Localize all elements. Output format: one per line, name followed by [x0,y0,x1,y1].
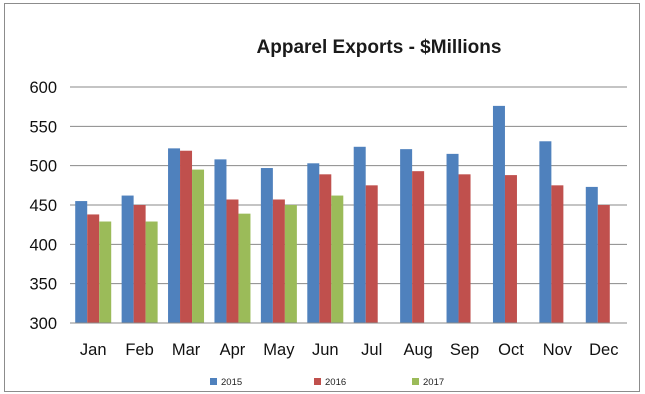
legend-label-2016: 2016 [325,377,346,388]
bar-2017-mar [192,169,205,323]
bar-2016-jun [319,174,332,323]
bar-2015-jun [307,163,320,323]
bar-2015-aug [400,149,413,323]
legend-swatch-2016 [314,378,321,385]
bar-2016-nov [551,185,564,323]
x-tick-label: May [263,341,295,359]
y-tick-label: 400 [29,236,57,254]
bar-2015-oct [492,105,505,323]
bar-2015-may [260,168,273,323]
gridlines [70,86,627,285]
bar-2015-dec [585,186,598,323]
x-tick-label: Feb [125,341,153,359]
bar-2015-apr [214,159,227,323]
bar-2017-apr [238,213,251,323]
legend-swatch-2015 [210,378,217,385]
legend: 2015 2016 2017 [210,377,444,388]
bar-2016-oct [504,175,517,323]
bar-2017-may [284,205,297,323]
bar-2016-apr [226,199,239,323]
bar-2017-jun [331,195,344,323]
bars [75,105,610,323]
x-tick-label: Jan [80,341,107,359]
bar-2017-jan [99,221,112,323]
y-tick-label: 500 [29,158,57,176]
x-axis-ticks: Jan Feb Mar Apr May Jun Jul Aug Sep Oct Nov Dec [80,341,619,359]
bar-2016-aug [412,171,425,323]
x-tick-label: Mar [172,341,201,359]
x-tick-label: Apr [220,341,246,359]
x-tick-label: Dec [589,341,618,359]
legend-label-2017: 2017 [423,377,444,388]
y-tick-label: 300 [29,315,57,333]
y-tick-label: 600 [29,79,57,97]
bar-2016-feb [133,205,146,323]
y-tick-label: 550 [29,118,57,136]
x-tick-label: Jun [312,341,339,359]
x-tick-label: Aug [403,341,432,359]
legend-label-2015: 2015 [221,377,242,388]
x-tick-label: Nov [543,341,573,359]
bar-2015-mar [168,148,181,323]
x-tick-label: Oct [498,341,524,359]
bar-2017-feb [145,221,158,323]
bar-2016-dec [597,205,610,323]
chart-title: Apparel Exports - $Millions [257,37,502,58]
bar-2016-sep [458,174,471,323]
bar-2016-jul [365,185,378,323]
bar-2016-may [272,199,285,323]
bar-2016-mar [180,150,193,323]
y-axis-ticks: 300 350 400 450 500 550 600 [29,79,57,333]
x-tick-label: Sep [450,341,479,359]
y-tick-label: 350 [29,276,57,294]
legend-swatch-2017 [412,378,419,385]
bar-2015-sep [446,153,459,323]
x-tick-label: Jul [361,341,382,359]
bar-2015-jan [75,201,88,323]
bar-2015-jul [353,146,366,323]
bar-2015-feb [121,195,134,323]
bar-2015-nov [539,141,552,323]
y-tick-label: 450 [29,197,57,215]
bar-2016-jan [87,214,100,323]
